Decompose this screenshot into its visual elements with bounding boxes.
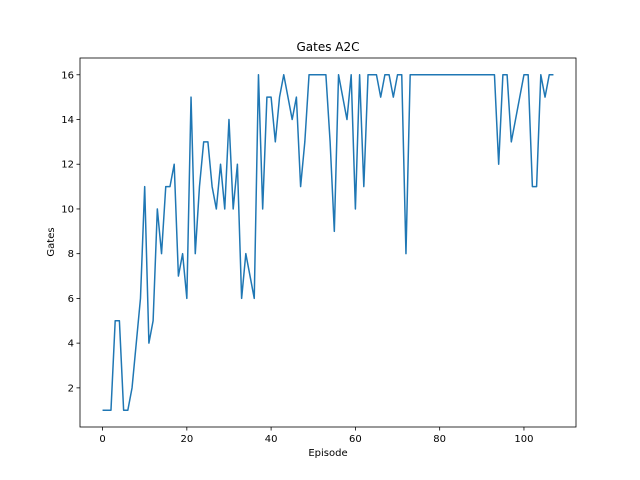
plot-area [102,74,554,411]
x-tick-label: 80 [433,434,446,445]
axes-frame [79,57,577,428]
x-tick-label: 40 [265,434,278,445]
series-line-0 [102,74,554,411]
x-tick-label: 100 [514,434,533,445]
x-tick-label: 60 [349,434,362,445]
y-tick-label: 6 [68,294,74,305]
chart-title: Gates A2C [296,40,359,54]
y-tick-label: 4 [68,339,74,350]
x-tick-label: 0 [99,434,105,445]
y-tick-label: 12 [61,160,74,171]
y-tick-label: 10 [61,204,74,215]
x-axis-label: Episode [308,448,347,459]
y-axis-label: Gates [46,227,57,256]
y-tick-label: 14 [61,115,74,126]
y-tick-label: 8 [68,249,74,260]
x-tick-label: 20 [180,434,193,445]
y-tick-label: 2 [68,383,74,394]
y-tick-label: 16 [61,70,74,81]
axes: 0 20 40 60 80 100 2 4 6 8 10 12 14 16 [61,57,577,445]
